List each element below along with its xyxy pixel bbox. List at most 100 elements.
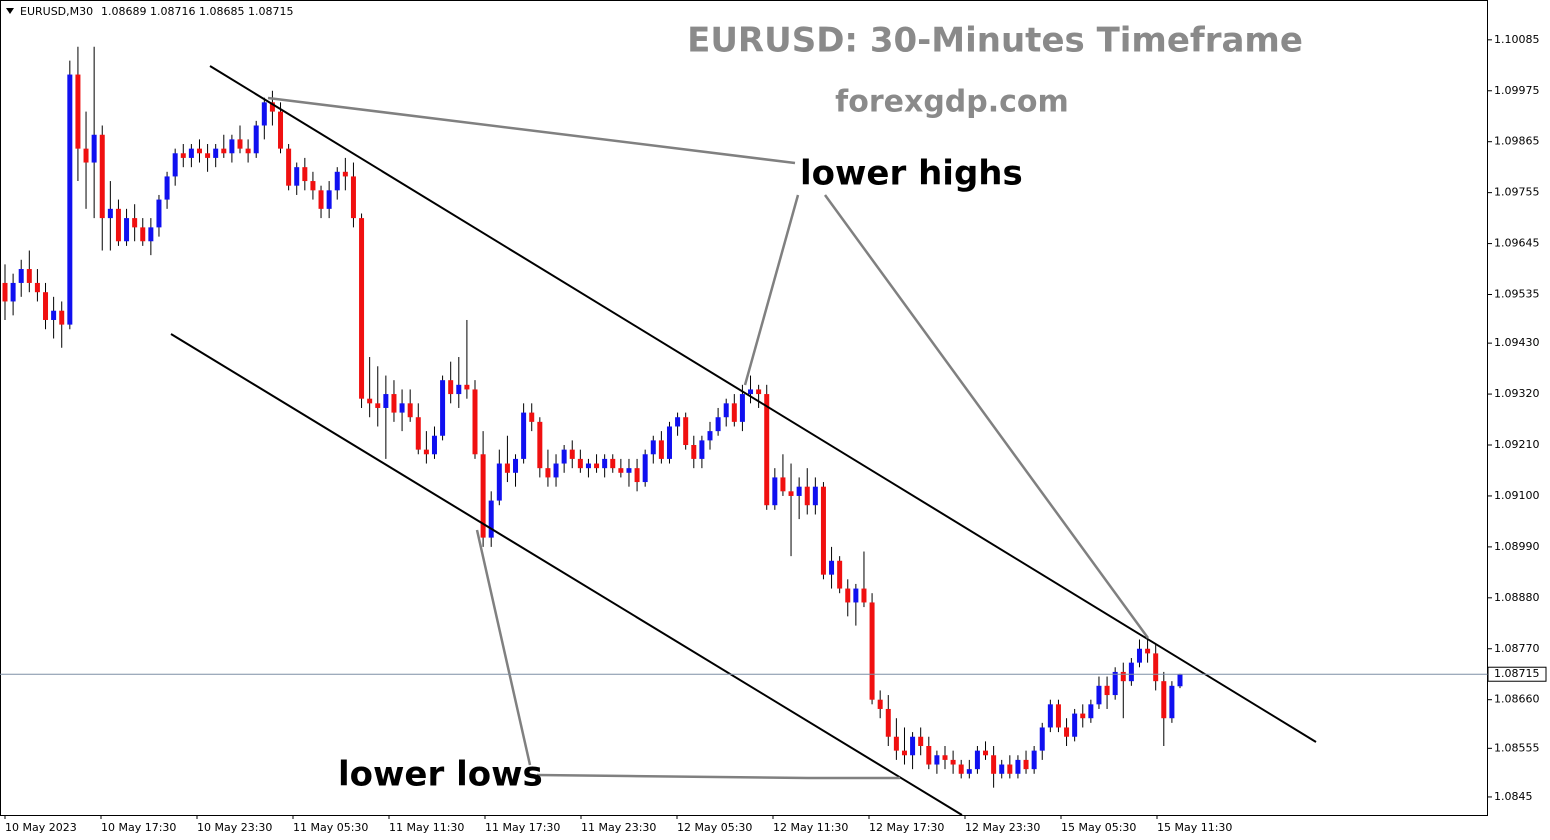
candle-body (683, 417, 689, 446)
candle-body (577, 458, 583, 469)
candle-body (788, 491, 794, 496)
candle-body (1161, 681, 1167, 719)
x-tick-label: 10 May 2023 (5, 821, 77, 834)
candle-body (43, 292, 49, 320)
candle-body (1104, 685, 1110, 696)
pointer-line (743, 194, 800, 386)
candle-body (853, 588, 859, 603)
candle-body (999, 764, 1005, 774)
candle-body (569, 449, 575, 459)
candle-body (91, 134, 97, 163)
x-tick-label: 11 May 17:30 (485, 821, 560, 834)
candle-body (1064, 727, 1070, 737)
candle-body (318, 190, 324, 209)
candle-body (375, 403, 381, 408)
candle-body (1047, 704, 1053, 728)
candle-body (294, 167, 300, 186)
candle-body (342, 171, 348, 177)
candle-body (407, 403, 413, 418)
candle-body (253, 125, 259, 154)
candle-body (286, 148, 292, 186)
candle-body (415, 417, 421, 450)
candle-body (796, 486, 802, 496)
candle-body (99, 134, 105, 219)
candle-body (196, 148, 202, 154)
candle-body (1136, 648, 1142, 663)
header-arrow (6, 8, 14, 14)
candle-body (804, 486, 810, 506)
symbol: EURUSD,M30 (20, 5, 93, 18)
candle-body (585, 463, 591, 469)
candle-body (634, 468, 640, 483)
candle-body (991, 755, 997, 774)
pointers (267, 96, 1150, 780)
candle-body (553, 463, 559, 478)
x-tick-label: 12 May 23:30 (965, 821, 1040, 834)
candle-body (658, 440, 664, 459)
y-tick-label: 1.09865 (1494, 135, 1540, 148)
candle-body (934, 755, 940, 765)
candle-body (829, 560, 835, 575)
candle-body (115, 208, 121, 242)
y-tick-label: 1.09210 (1494, 438, 1540, 451)
pointer-line (475, 529, 532, 766)
x-tick-label: 12 May 11:30 (773, 821, 848, 834)
y-tick-label: 1.08990 (1494, 540, 1540, 553)
candle-body (269, 102, 275, 112)
candle-body (545, 468, 551, 478)
candle-body (675, 417, 681, 427)
candle-body (237, 139, 243, 149)
candle-body (764, 394, 770, 506)
candle-body (642, 454, 648, 483)
y-tick-label: 1.08770 (1494, 642, 1540, 655)
header-ohlc: 1.08685 (199, 5, 245, 18)
candle-body (391, 394, 397, 413)
candle-body (926, 746, 932, 765)
candle-body (1007, 764, 1013, 774)
candle-body (869, 602, 875, 700)
candle-body (367, 398, 373, 404)
candle-body (877, 699, 883, 709)
candle-body (561, 449, 567, 464)
price-label-box (1487, 666, 1547, 682)
candle-body (1153, 653, 1159, 682)
candle-body (610, 458, 616, 469)
candle-body (715, 417, 721, 432)
candle-body (1128, 662, 1134, 682)
candle-body (75, 74, 81, 149)
candle-body (383, 394, 389, 408)
candle-body (399, 403, 405, 413)
candle-body (504, 463, 510, 473)
price-label: 1.08715 (1494, 667, 1540, 680)
candle-body (431, 435, 437, 455)
x-tick-label: 11 May 05:30 (293, 821, 368, 834)
candle-body (1039, 727, 1045, 751)
candle-body (901, 750, 907, 756)
header-ohlc: 1.08716 (150, 5, 196, 18)
y-tick-label: 1.09320 (1494, 387, 1540, 400)
x-tick-label: 11 May 23:30 (581, 821, 656, 834)
candle-body (213, 148, 219, 158)
candle-body (739, 394, 745, 422)
chart-subtitle: forexgdp.com (835, 85, 1069, 120)
candle-body (1169, 685, 1175, 719)
candle-body (83, 148, 89, 163)
candle-body (302, 167, 308, 182)
candle-body (51, 310, 57, 320)
lower-channel-line (170, 333, 963, 816)
candle-body (958, 764, 964, 774)
candle-body (983, 750, 989, 756)
candle-body (845, 588, 851, 603)
y-tick-label: 1.09535 (1494, 288, 1540, 301)
candle-body (488, 500, 494, 538)
candle-body (691, 445, 697, 459)
y-tick-label: 1.0845 (1494, 790, 1533, 803)
candle-body (942, 755, 948, 760)
y-tick-label: 1.08880 (1494, 591, 1540, 604)
pointer-line (267, 96, 796, 165)
candle-body (1177, 674, 1183, 687)
candle-body (140, 227, 146, 242)
candle-body (1080, 713, 1086, 719)
candle-body (326, 190, 332, 209)
pointer-line (823, 194, 1150, 639)
